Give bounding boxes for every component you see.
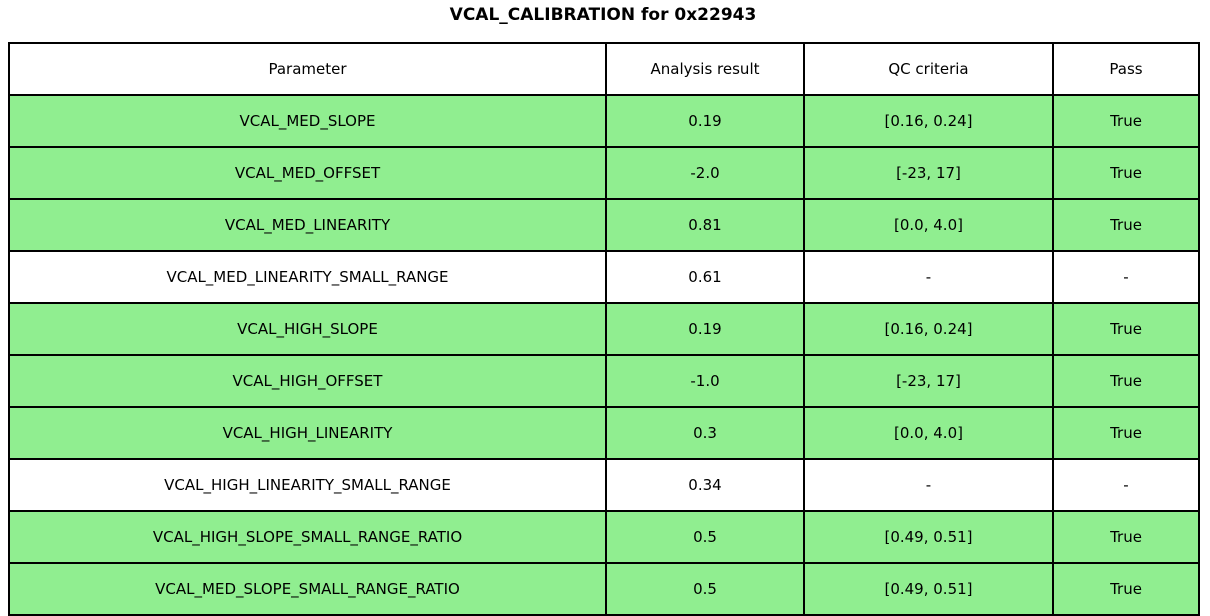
- cell-result: 0.61: [605, 250, 805, 304]
- column-header-analysis-result: Analysis result: [605, 42, 805, 96]
- column-header-pass: Pass: [1052, 42, 1200, 96]
- cell-criteria: [-23, 17]: [803, 354, 1054, 408]
- table-row: VCAL_HIGH_OFFSET -1.0 [-23, 17] True: [8, 354, 1200, 408]
- table-row: VCAL_HIGH_SLOPE 0.19 [0.16, 0.24] True: [8, 302, 1200, 356]
- cell-parameter: VCAL_HIGH_LINEARITY: [8, 406, 607, 460]
- cell-criteria: -: [803, 458, 1054, 512]
- cell-result: 0.81: [605, 198, 805, 252]
- cell-pass: True: [1052, 406, 1200, 460]
- cell-result: 0.3: [605, 406, 805, 460]
- table-row: VCAL_HIGH_SLOPE_SMALL_RANGE_RATIO 0.5 [0.4…: [8, 510, 1200, 564]
- cell-parameter: VCAL_HIGH_SLOPE: [8, 302, 607, 356]
- cell-pass: True: [1052, 94, 1200, 148]
- cell-parameter: VCAL_MED_LINEARITY_SMALL_RANGE: [8, 250, 607, 304]
- column-header-qc-criteria: QC criteria: [803, 42, 1054, 96]
- table-row: VCAL_MED_SLOPE 0.19 [0.16, 0.24] True: [8, 94, 1200, 148]
- cell-parameter: VCAL_MED_SLOPE: [8, 94, 607, 148]
- cell-result: 0.19: [605, 302, 805, 356]
- cell-parameter: VCAL_MED_LINEARITY: [8, 198, 607, 252]
- table-row: VCAL_MED_SLOPE_SMALL_RANGE_RATIO 0.5 [0.49…: [8, 562, 1200, 616]
- cell-result: 0.19: [605, 94, 805, 148]
- cell-parameter: VCAL_HIGH_SLOPE_SMALL_RANGE_RATIO: [8, 510, 607, 564]
- cell-result: 0.5: [605, 510, 805, 564]
- cell-pass: True: [1052, 146, 1200, 200]
- table-row: VCAL_HIGH_LINEARITY_SMALL_RANGE 0.34- -: [8, 458, 1200, 512]
- cell-criteria: [0.49, 0.51]: [803, 562, 1054, 616]
- cell-parameter: VCAL_HIGH_OFFSET: [8, 354, 607, 408]
- cell-pass: True: [1052, 510, 1200, 564]
- cell-criteria: [-23, 17]: [803, 146, 1054, 200]
- table-body: VCAL_MED_SLOPE 0.19 [0.16, 0.24] True VCAL_M…: [8, 94, 1200, 616]
- table-header: Parameter Analysis result QC criteria Pa…: [8, 42, 1200, 96]
- cell-criteria: [0.49, 0.51]: [803, 510, 1054, 564]
- cell-pass: -: [1052, 458, 1200, 512]
- table-row: VCAL_MED_OFFSET -2.0 [-23, 17] True: [8, 146, 1200, 200]
- cell-result: 0.5: [605, 562, 805, 616]
- cell-pass: -: [1052, 250, 1200, 304]
- cell-criteria: [0.16, 0.24]: [803, 94, 1054, 148]
- cell-pass: True: [1052, 354, 1200, 408]
- cell-criteria: [0.0, 4.0]: [803, 406, 1054, 460]
- cell-result: -2.0: [605, 146, 805, 200]
- cell-pass: True: [1052, 302, 1200, 356]
- cell-pass: True: [1052, 198, 1200, 252]
- cell-criteria: [0.16, 0.24]: [803, 302, 1054, 356]
- table-row: VCAL_HIGH_LINEARITY 0.3 [0.0, 4.0] True: [8, 406, 1200, 460]
- cell-criteria: [0.0, 4.0]: [803, 198, 1054, 252]
- cell-criteria: -: [803, 250, 1054, 304]
- page-title: VCAL_CALIBRATION for 0x22943: [449, 5, 757, 25]
- cell-result: 0.34: [605, 458, 805, 512]
- cell-parameter: VCAL_MED_SLOPE_SMALL_RANGE_RATIO: [8, 562, 607, 616]
- cell-parameter: VCAL_MED_OFFSET: [8, 146, 607, 200]
- table-row: VCAL_MED_LINEARITY 0.81 [0.0, 4.0] True: [8, 198, 1200, 252]
- qc-criteria-table: Parameter Analysis result QC criteria Pa…: [8, 42, 1200, 616]
- cell-pass: True: [1052, 562, 1200, 616]
- column-header-parameter: Parameter: [8, 42, 607, 96]
- cell-parameter: VCAL_HIGH_LINEARITY_SMALL_RANGE: [8, 458, 607, 512]
- table-row: VCAL_MED_LINEARITY_SMALL_RANGE 0.61- -: [8, 250, 1200, 304]
- header-row: Parameter Analysis result QC criteria Pa…: [8, 42, 1200, 96]
- cell-result: -1.0: [605, 354, 805, 408]
